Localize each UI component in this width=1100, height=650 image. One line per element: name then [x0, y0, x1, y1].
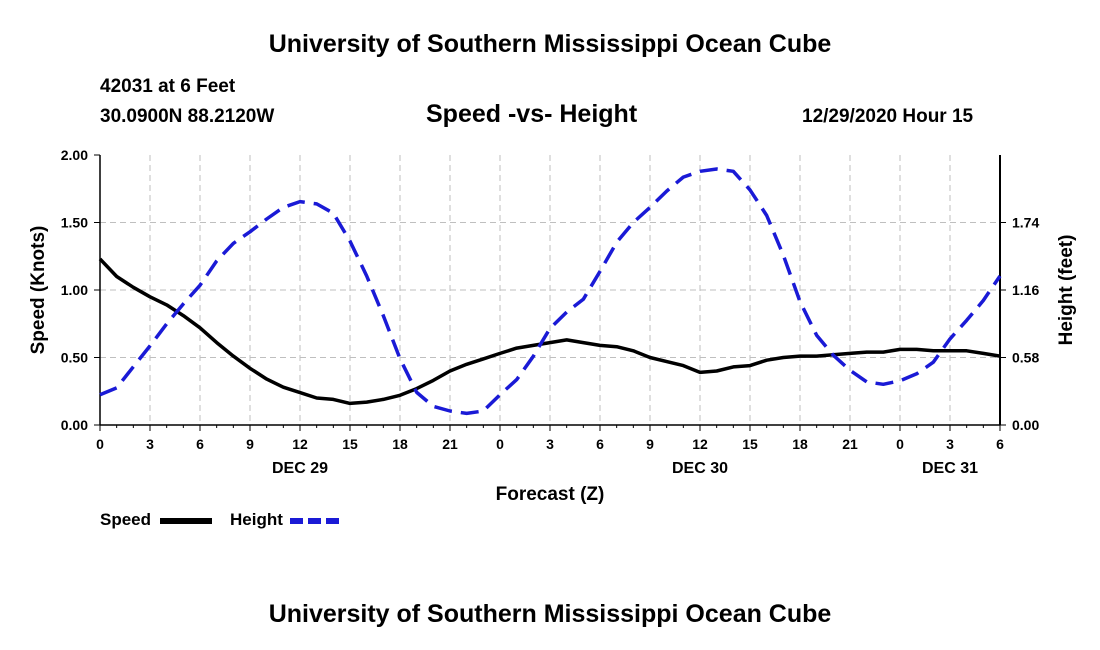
- x-tick-label: 6: [596, 436, 604, 452]
- y-tick-label: 0.00: [61, 417, 88, 433]
- x-tick-label: 21: [842, 436, 858, 452]
- y-tick-label: 0.50: [61, 350, 88, 366]
- x-tick-label: 12: [292, 436, 308, 452]
- legend: Speed Height: [100, 510, 342, 529]
- y2-tick-label: 1.16: [1012, 282, 1039, 298]
- date-label: DEC 31: [922, 460, 978, 477]
- x-tick-label: 18: [792, 436, 808, 452]
- x-tick-label: 0: [496, 436, 504, 452]
- x-tick-label: 21: [442, 436, 458, 452]
- x-tick-label: 0: [896, 436, 904, 452]
- y-tick-label: 2.00: [61, 147, 88, 163]
- x-tick-label: 6: [996, 436, 1004, 452]
- chart-title: Speed -vs- Height: [426, 100, 638, 128]
- y2-tick-label: 1.74: [1012, 215, 1039, 231]
- footer-title: University of Southern Mississippi Ocean…: [268, 600, 832, 628]
- y2-axis-label: Height (feet): [1056, 235, 1077, 346]
- legend-speed-label: Speed: [100, 510, 151, 529]
- x-tick-label: 3: [146, 436, 154, 452]
- date-label: 12/29/2020 Hour 15: [802, 106, 974, 127]
- x-tick-label: 15: [342, 436, 358, 452]
- date-label: DEC 30: [672, 460, 728, 477]
- ticks: 0 3 6 9 12 15 18 21 0 3 6 9 12 15 18 21 0 3 6 0.00 0.50 1.00 1…: [61, 147, 1040, 477]
- series-line-height: [99, 167, 1002, 416]
- series-line-speed: [98, 257, 1001, 406]
- page-title: University of Southern Mississippi Ocean…: [268, 30, 832, 58]
- x-tick-label: 3: [946, 436, 954, 452]
- y2-tick-label: 0.58: [1012, 350, 1039, 366]
- y-axis-label: Speed (Knots): [28, 226, 49, 355]
- x-tick-label: 3: [546, 436, 554, 452]
- station-label: 42031 at 6 Feet: [100, 76, 236, 97]
- y2-tick-label: 0.00: [1012, 417, 1039, 433]
- y-tick-label: 1.00: [61, 282, 88, 298]
- legend-height-label: Height: [230, 510, 283, 529]
- x-axis-label: Forecast (Z): [496, 484, 605, 505]
- x-tick-label: 9: [646, 436, 654, 452]
- grid: [100, 155, 1000, 425]
- x-tick-label: 15: [742, 436, 758, 452]
- series-group: [98, 167, 1002, 416]
- location-label: 30.0900N 88.2120W: [100, 106, 275, 127]
- y-tick-label: 1.50: [61, 215, 88, 231]
- x-tick-label: 0: [96, 436, 104, 452]
- x-tick-label: 6: [196, 436, 204, 452]
- x-tick-label: 18: [392, 436, 408, 452]
- x-tick-label: 9: [246, 436, 254, 452]
- x-tick-label: 12: [692, 436, 708, 452]
- date-label: DEC 29: [272, 460, 328, 477]
